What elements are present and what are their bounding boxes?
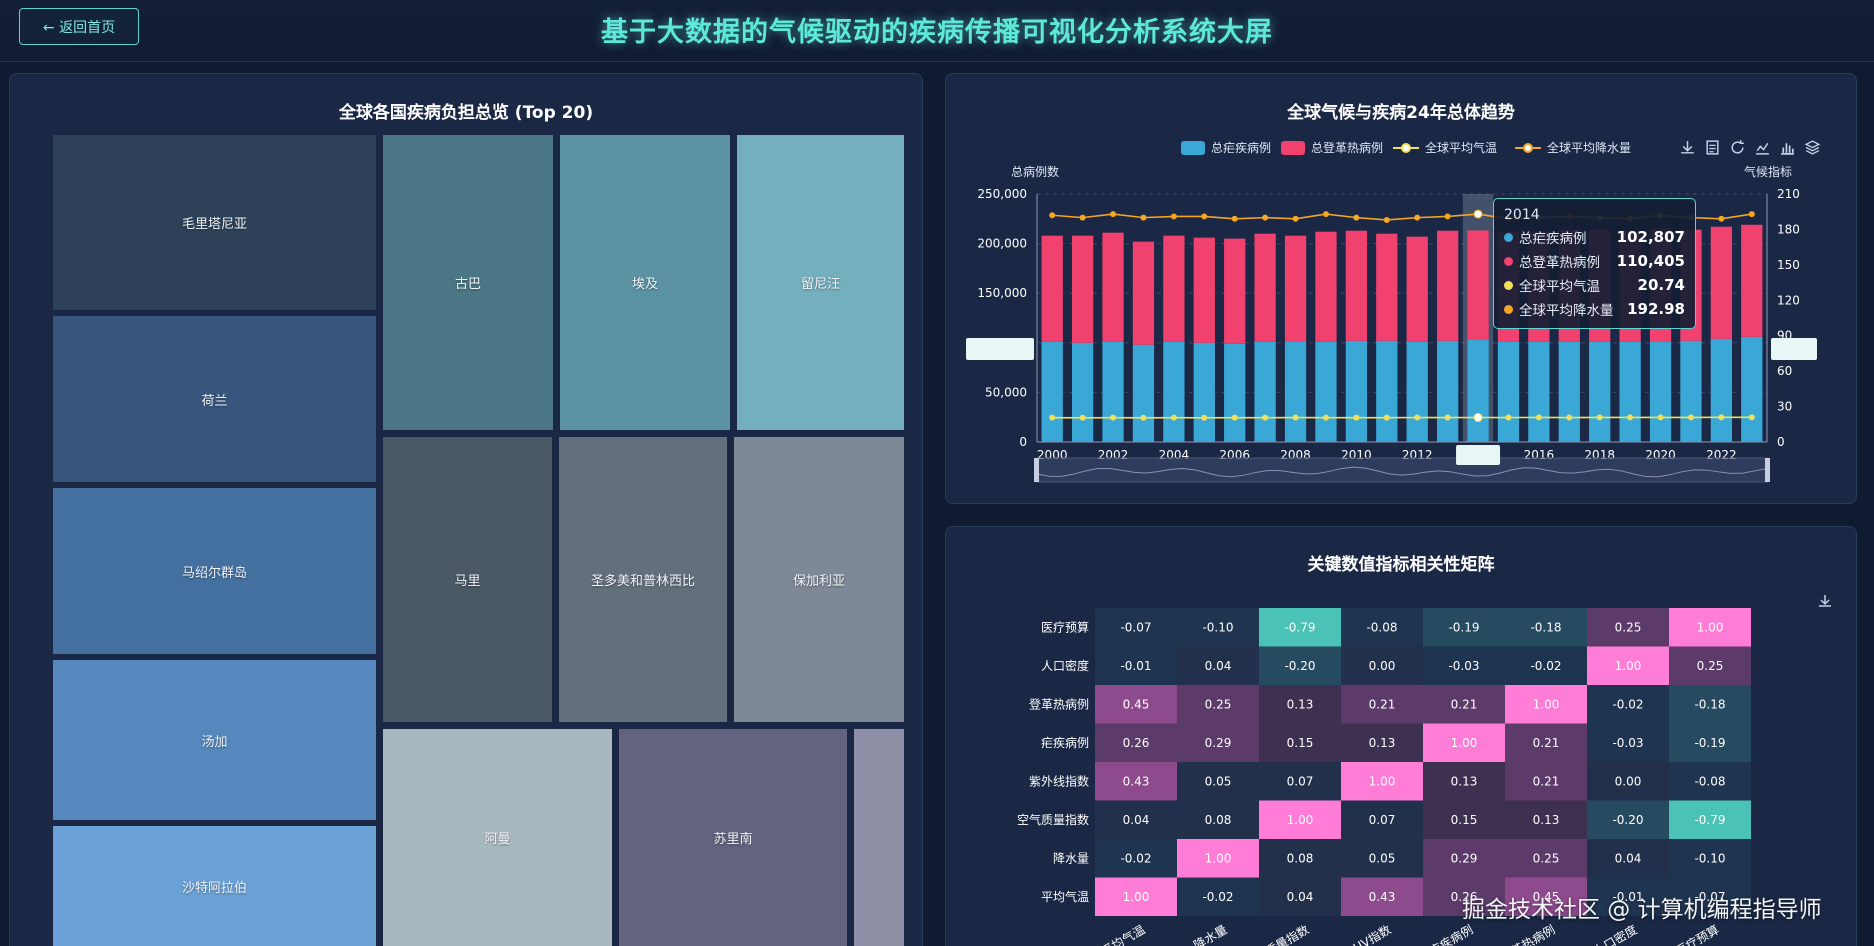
legend-label: 总登革热病例: [1311, 141, 1384, 155]
download-icon[interactable]: [1817, 593, 1833, 613]
bar-chart-icon[interactable]: [1779, 139, 1796, 159]
data-view-icon[interactable]: [1704, 139, 1721, 159]
trend-toolbox: [1679, 139, 1821, 159]
legend-swatch: [1393, 141, 1419, 155]
treemap-cell[interactable]: 古巴: [383, 135, 553, 430]
treemap-title: 全球各国疾病负担总览 (Top 20): [338, 103, 594, 123]
treemap-cell[interactable]: 荷兰: [53, 316, 376, 482]
treemap-cell[interactable]: 马里: [383, 437, 552, 722]
treemap-cell[interactable]: 毛里塔尼亚: [53, 135, 376, 310]
download-icon[interactable]: [1679, 139, 1696, 159]
tooltip-year: 2014: [1504, 207, 1540, 223]
watermark: 掘金技术社区 @ 计算机编程指导师: [1462, 897, 1822, 923]
legend-label: 全球平均气温: [1425, 141, 1498, 155]
page-title: 基于大数据的气候驱动的疾病传播可视化分析系统大屏: [601, 17, 1273, 48]
trend-panel: 全球气候与疾病24年总体趋势: [945, 73, 1857, 504]
tooltip-row-dengue: 总登革热病例 110,405: [1504, 249, 1685, 273]
stack-icon[interactable]: [1804, 139, 1821, 159]
trend-tooltip: 2014 总疟疾病例 102,807 总登革热病例 110,405 全球平均气温 20…: [1493, 198, 1696, 329]
line-chart-icon[interactable]: [1754, 139, 1771, 159]
treemap-cell[interactable]: 圣多美和普林西比: [559, 437, 727, 722]
legend-item[interactable]: 总疟疾病例: [1181, 139, 1271, 156]
refresh-icon[interactable]: [1729, 139, 1746, 159]
treemap-cell[interactable]: 沙特阿拉伯: [53, 826, 376, 946]
treemap-cell[interactable]: 阿曼: [383, 729, 612, 946]
top-bar: ← 返回首页 基于大数据的气候驱动的疾病传播可视化分析系统大屏: [0, 0, 1874, 62]
treemap-cell[interactable]: 留尼汪: [737, 135, 904, 430]
legend-item[interactable]: 总登革热病例: [1281, 139, 1383, 156]
tooltip-row-malaria: 总疟疾病例 102,807: [1504, 225, 1685, 249]
treemap-cell[interactable]: 埃及: [560, 135, 730, 430]
legend-swatch: [1181, 140, 1205, 155]
tooltip-row-temp: 全球平均气温 20.74: [1504, 273, 1685, 297]
legend-label: 全球平均降水量: [1547, 141, 1632, 155]
matrix-title: 关键数值指标相关性矩阵: [1307, 555, 1495, 575]
matrix-panel: 关键数值指标相关性矩阵: [945, 526, 1857, 946]
legend-swatch: [1515, 141, 1541, 155]
legend-item[interactable]: 全球平均气温: [1393, 139, 1497, 156]
treemap-cell[interactable]: 苏里南: [619, 729, 847, 946]
treemap-cell[interactable]: 马绍尔群岛: [53, 488, 376, 654]
legend-label: 总疟疾病例: [1211, 141, 1272, 155]
legend-item[interactable]: 全球平均降水量: [1515, 139, 1631, 156]
treemap-cell[interactable]: [854, 729, 904, 946]
tooltip-row-precip: 全球平均降水量 192.98: [1504, 297, 1685, 321]
legend-swatch: [1281, 140, 1305, 155]
treemap-cell[interactable]: 保加利亚: [734, 437, 904, 722]
back-home-button[interactable]: ← 返回首页: [19, 8, 139, 45]
treemap-cell[interactable]: 汤加: [53, 660, 376, 820]
trend-title: 全球气候与疾病24年总体趋势: [1287, 103, 1515, 123]
